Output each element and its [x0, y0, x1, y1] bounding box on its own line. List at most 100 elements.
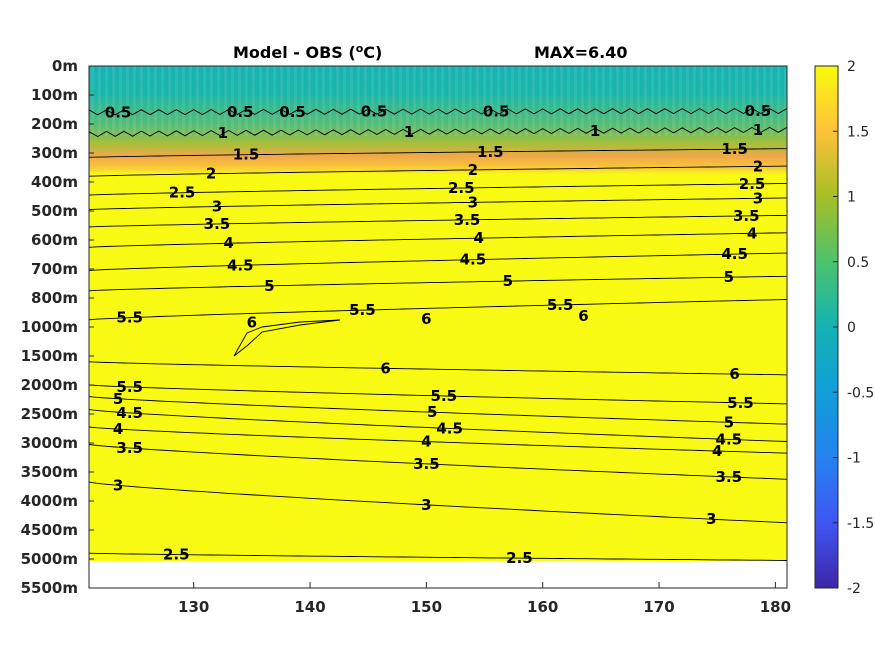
- contour-label: 4.5: [460, 251, 487, 269]
- y-tick-label: 500m: [31, 202, 78, 220]
- contour-label: 0.5: [745, 102, 772, 120]
- contour-label: 0.5: [483, 102, 510, 120]
- max-annotation: MAX=6.40: [534, 43, 628, 62]
- contour-line: [89, 426, 787, 454]
- contour-label: 2.5: [163, 546, 190, 564]
- title-superscript: o: [356, 42, 364, 55]
- y-tick-label: 200m: [31, 115, 78, 133]
- contour-label: 5.5: [116, 378, 143, 396]
- contour-line: [89, 197, 787, 211]
- contour-label: 5.5: [349, 301, 376, 319]
- colorbar: 2 1.5 1 0.5 0 -0.5 -1 -1.5 -2: [814, 59, 874, 597]
- no-data-region: [89, 561, 787, 588]
- contour-line: [89, 148, 787, 158]
- contour-label: 6: [380, 359, 390, 377]
- contour-label: 1.5: [477, 143, 504, 161]
- contour-label: 4.5: [436, 419, 463, 437]
- y-tick-label: 3500m: [21, 463, 78, 481]
- contour-line: [89, 384, 787, 405]
- y-tick-label: 700m: [31, 260, 78, 278]
- upper-ocean-stripes: [89, 66, 787, 136]
- contour-line: [89, 252, 787, 271]
- y-tick-label: 800m: [31, 289, 78, 307]
- contour-line: [89, 232, 787, 248]
- contour-label: 2.5: [169, 184, 196, 202]
- contour-label: 5.5: [431, 387, 458, 405]
- colorbar-tick-label: 1: [847, 190, 856, 206]
- colorbar-tick-label: 1.5: [847, 124, 869, 140]
- contour-label: 1: [753, 121, 763, 139]
- contour-label: 1: [590, 122, 600, 140]
- colorbar-ticks: 2 1.5 1 0.5 0 -0.5 -1 -1.5 -2: [833, 59, 874, 597]
- x-tick-label: 150: [411, 598, 442, 616]
- colorbar-tick-label: 2: [847, 59, 856, 75]
- contour-label: 1.5: [233, 146, 260, 164]
- contour-label: 4.5: [227, 256, 254, 274]
- contour-line: [89, 182, 787, 196]
- colorbar-tick-label: -0.5: [847, 385, 874, 401]
- contour-label: 5: [724, 268, 734, 286]
- contour-label: 5: [503, 272, 513, 290]
- contour-label: 3.5: [116, 439, 143, 457]
- colorbar-tick-label: 0.5: [847, 255, 869, 271]
- colorbar-tick-label: 0: [847, 320, 856, 336]
- y-tick-label: 2000m: [21, 376, 78, 394]
- colorbar-tick-label: -1.5: [847, 516, 874, 532]
- contour-label: 4.5: [116, 404, 143, 422]
- contour-label: 4: [421, 433, 431, 451]
- plot-area: 0.5 0.5 0.5 0.50.5 0.51 1 1 11.5 1.5 1.52 2 22.5 2.5…: [89, 66, 787, 588]
- contour-label: 2.5: [739, 175, 766, 193]
- x-tick-label: 160: [527, 598, 558, 616]
- contour-label: 1.5: [721, 140, 748, 158]
- x-tick-label: 140: [294, 598, 325, 616]
- contour-label: 4: [712, 442, 722, 460]
- contour-label: 1: [404, 123, 414, 141]
- y-tick-label: 1000m: [21, 318, 78, 336]
- colorbar-tick-label: -1: [847, 451, 861, 467]
- contour-label: 6: [578, 307, 588, 325]
- chart-title: Model - OBS (oC): [233, 42, 382, 62]
- y-tick-label: 600m: [31, 231, 78, 249]
- contour-label: 2: [753, 157, 763, 175]
- contour-label: 4: [747, 224, 757, 242]
- contour-line: [233, 319, 341, 357]
- contour-line: [89, 126, 787, 138]
- contour-label: 4.5: [716, 430, 743, 448]
- contour-label: 0.5: [279, 103, 306, 121]
- contour-lines: [89, 107, 787, 561]
- contour-line: [89, 214, 787, 228]
- contour-line: [89, 444, 787, 480]
- y-tick-label: 5500m: [21, 579, 78, 597]
- contour-label: 3: [212, 198, 222, 216]
- contour-label: 6: [247, 313, 257, 331]
- y-tick-label: 4500m: [21, 521, 78, 539]
- contour-label: 4: [223, 234, 233, 252]
- contour-label: 5: [113, 390, 123, 408]
- x-axis: 130 140 150 160 170 180: [178, 582, 791, 616]
- contour-label: 4: [113, 420, 123, 438]
- y-tick-label: 4000m: [21, 492, 78, 510]
- contour-label: 5: [724, 413, 734, 431]
- contour-label: 3.5: [716, 468, 743, 486]
- contour-line: [89, 165, 787, 177]
- contour-line: [89, 481, 787, 524]
- contour-label: 5.5: [116, 309, 143, 327]
- contour-label: 3.5: [204, 215, 231, 233]
- y-tick-label: 5000m: [21, 550, 78, 568]
- contour-label: 4.5: [721, 245, 748, 263]
- contour-label: 4: [473, 229, 483, 247]
- contour-label: 3: [753, 189, 763, 207]
- contour-line: [89, 396, 787, 425]
- contour-label: 5.5: [727, 394, 754, 412]
- contour-label: 2: [468, 161, 478, 179]
- contour-label: 0.5: [227, 103, 254, 121]
- contour-line: [89, 409, 787, 442]
- y-tick-label: 3000m: [21, 434, 78, 452]
- contour-label: 2: [206, 165, 216, 183]
- contour-label: 5.5: [547, 296, 574, 314]
- contour-label: 3: [113, 476, 123, 494]
- y-tick-label: 100m: [31, 86, 78, 104]
- contour-line: [89, 275, 787, 292]
- y-tick-label: 400m: [31, 173, 78, 191]
- colorbar-tick-label: -2: [847, 581, 861, 597]
